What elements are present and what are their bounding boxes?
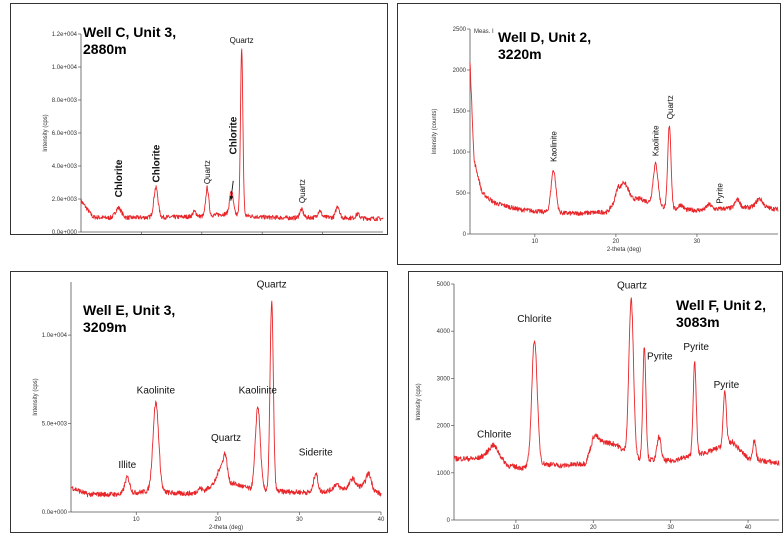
chart-title: Well E, Unit 3, 3209m bbox=[83, 302, 176, 335]
x-tick-label: 20 bbox=[590, 525, 597, 531]
x-axis-label: 2-theta (deg) bbox=[607, 247, 641, 253]
annotation-arrow bbox=[229, 180, 234, 201]
peak-label: Quartz bbox=[666, 95, 675, 119]
x-tick-label: 10 bbox=[531, 239, 538, 245]
chart-title: Well C, Unit 3, 2880m bbox=[83, 24, 177, 57]
peak-label: Quartz bbox=[211, 433, 241, 444]
x-tick-label: 10 bbox=[513, 525, 520, 531]
y-tick-label: 2500 bbox=[453, 27, 467, 33]
peak-label: Quartz bbox=[230, 36, 254, 45]
y-tick-label: 1.0e+004 bbox=[52, 65, 78, 71]
peak-label: Illite bbox=[118, 460, 136, 471]
peak-label: Pyrite bbox=[683, 342, 709, 353]
xrd-panel-well-e: 0.0e+000 5.0e+003 1.0e+004 10 20 30 40 2-theta … bbox=[10, 271, 388, 533]
y-tick-label: 5.0e+003 bbox=[42, 422, 68, 428]
x-tick-label: 30 bbox=[667, 525, 674, 531]
peak-label: Pyrite bbox=[714, 380, 740, 391]
y-tick-label: 500 bbox=[456, 191, 467, 197]
x-tick-label: 10 bbox=[133, 517, 140, 523]
xrd-chart-well-e: 0.0e+000 5.0e+003 1.0e+004 10 20 30 40 2-theta … bbox=[33, 279, 385, 531]
y-tick-label: 6.0e+003 bbox=[52, 131, 78, 137]
peak-label: Chlorite bbox=[114, 159, 125, 197]
xrd-trace-line bbox=[469, 62, 779, 216]
y-tick-label: 0.0e+000 bbox=[52, 230, 78, 234]
xrd-chart-well-d: 0 500 1000 1500 2000 2500 10 20 30 2-theta (deg) I… bbox=[432, 27, 779, 253]
y-axis-label: Intensity (cps) bbox=[43, 114, 49, 151]
y-tick-label: 5000 bbox=[437, 282, 451, 288]
peak-label: Kaolinite bbox=[549, 131, 558, 162]
y-tick-label: 8.0e+003 bbox=[52, 98, 78, 104]
xrd-chart-well-f: 010002000300040005000102030402-theta (de… bbox=[416, 281, 780, 531]
peak-label: Kaolinite bbox=[137, 385, 176, 396]
axes: 0.0e+000 5.0e+003 1.0e+004 10 20 30 40 2-theta … bbox=[33, 282, 385, 531]
header-text: Meas. I bbox=[474, 29, 494, 35]
peak-label: Chlorite bbox=[229, 116, 240, 154]
x-tick-label: 20 bbox=[613, 239, 620, 245]
peak-label: Siderite bbox=[299, 447, 333, 458]
axes: 0 500 1000 1500 2000 2500 10 20 30 2-theta (deg) I… bbox=[432, 27, 778, 253]
chart-title: Well D, Unit 2, 3220m bbox=[498, 29, 592, 62]
y-axis-label: Intensity (cps) bbox=[33, 378, 39, 415]
x-tick-label: 20 bbox=[214, 517, 221, 523]
peak-label: Kaolinite bbox=[651, 125, 660, 156]
xrd-chart-well-c: 0.0e+000 2.0e+003 4.0e+003 6.0e+003 8.0e+003… bbox=[43, 32, 384, 234]
xrd-panel-well-d: 0 500 1000 1500 2000 2500 10 20 30 2-theta (deg) I… bbox=[397, 3, 781, 265]
peak-label: Chlorite bbox=[517, 314, 552, 325]
x-tick-label: 40 bbox=[378, 517, 385, 523]
peak-label: Quartz bbox=[298, 179, 307, 203]
xrd-trace-line bbox=[453, 297, 780, 471]
chart-title: Well F, Unit 2, 3083m bbox=[676, 297, 766, 330]
y-axis-label: Intensity (counts) bbox=[432, 109, 438, 155]
y-tick-label: 1000 bbox=[437, 471, 451, 477]
peak-label: Chlorite bbox=[477, 429, 512, 440]
y-tick-label: 0.0e+000 bbox=[42, 510, 68, 516]
x-tick-label: 30 bbox=[694, 239, 701, 245]
y-tick-label: 0 bbox=[463, 232, 467, 238]
y-tick-label: 1.2e+004 bbox=[52, 32, 78, 38]
y-tick-label: 1000 bbox=[453, 150, 467, 156]
y-tick-label: 1.0e+004 bbox=[42, 333, 68, 339]
peak-label: Quartz bbox=[617, 281, 647, 292]
y-tick-label: 2.0e+003 bbox=[52, 197, 78, 203]
y-tick-label: 2000 bbox=[453, 68, 467, 74]
peak-label: Pyrite bbox=[647, 352, 673, 363]
peak-label: Pyrite bbox=[715, 183, 724, 204]
y-tick-label: 0 bbox=[447, 518, 451, 524]
x-axis-label: 2-theta (deg) bbox=[209, 525, 243, 531]
peak-label: Quartz bbox=[203, 160, 212, 184]
y-tick-label: 1500 bbox=[453, 109, 467, 115]
y-tick-label: 4.0e+003 bbox=[52, 164, 78, 170]
x-tick-label: 30 bbox=[296, 517, 303, 523]
peak-label: Kaolinite bbox=[239, 385, 278, 396]
axes: 010002000300040005000102030402-theta (de… bbox=[416, 282, 779, 531]
y-tick-label: 2000 bbox=[437, 424, 451, 430]
peak-label: Quartz bbox=[257, 279, 287, 290]
peak-label: Chlorite bbox=[151, 144, 162, 182]
xrd-panel-well-f: 010002000300040005000102030402-theta (de… bbox=[408, 271, 783, 533]
y-tick-label: 3000 bbox=[437, 376, 451, 382]
x-tick-label: 40 bbox=[745, 525, 752, 531]
xrd-panel-well-c: 0.0e+000 2.0e+003 4.0e+003 6.0e+003 8.0e+003… bbox=[10, 3, 388, 235]
y-tick-label: 4000 bbox=[437, 329, 451, 335]
axes: 0.0e+000 2.0e+003 4.0e+003 6.0e+003 8.0e+003… bbox=[43, 32, 383, 234]
xrd-trace-line bbox=[70, 300, 382, 498]
y-axis-label: Intensity (cps) bbox=[416, 383, 422, 420]
